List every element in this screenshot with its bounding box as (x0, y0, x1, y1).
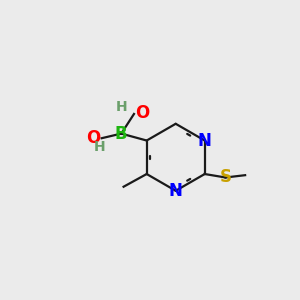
Text: B: B (115, 124, 128, 142)
Text: N: N (169, 182, 183, 200)
Text: O: O (86, 129, 100, 147)
Text: S: S (220, 169, 232, 187)
Text: H: H (94, 140, 106, 154)
Text: H: H (116, 100, 128, 115)
Text: O: O (135, 104, 149, 122)
Text: N: N (198, 131, 212, 149)
